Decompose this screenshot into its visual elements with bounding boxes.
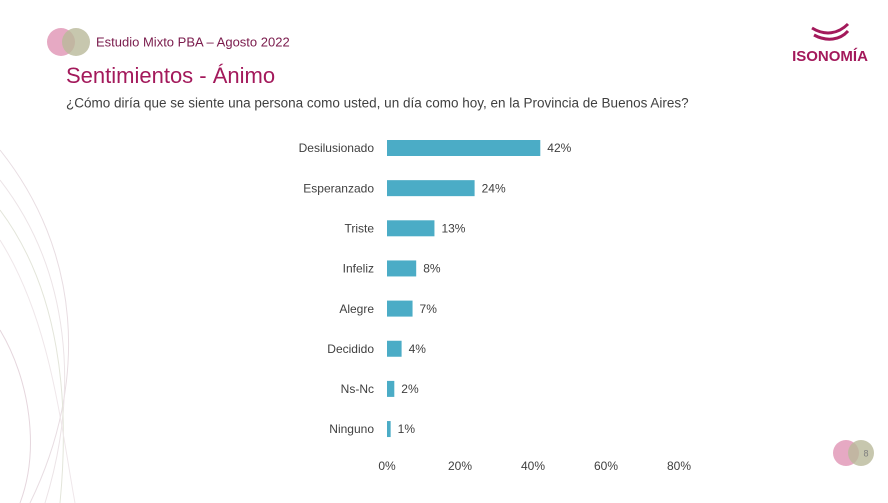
y-tick-label: Decidido — [327, 342, 374, 356]
y-tick-label: Desilusionado — [299, 141, 375, 155]
value-label: 13% — [441, 221, 465, 235]
value-label: 42% — [547, 141, 571, 155]
y-tick-label: Alegre — [339, 302, 374, 316]
y-tick-label: Ninguno — [329, 422, 374, 436]
y-tick-label: Triste — [344, 221, 374, 235]
background-swirl — [0, 149, 76, 503]
value-label: 24% — [482, 181, 506, 195]
value-label: 1% — [398, 422, 416, 436]
value-label: 4% — [409, 342, 427, 356]
x-tick-label: 20% — [448, 459, 472, 473]
bar — [387, 380, 395, 397]
bar — [387, 180, 475, 197]
y-tick-label: Ns-Nc — [341, 382, 374, 396]
x-tick-label: 0% — [378, 459, 396, 473]
bar — [387, 340, 402, 357]
bar — [387, 421, 391, 438]
x-tick-label: 80% — [667, 459, 691, 473]
chart-subtitle: ¿Cómo diría que se siente una persona co… — [66, 96, 689, 111]
y-tick-label: Esperanzado — [303, 181, 374, 195]
logo-mark — [811, 22, 850, 41]
bar — [387, 220, 435, 237]
value-label: 7% — [420, 302, 438, 316]
value-label: 2% — [401, 382, 419, 396]
x-tick-label: 60% — [594, 459, 618, 473]
logo-text: ISONOMÍA — [792, 48, 868, 65]
bar — [387, 300, 413, 317]
header-circle-olive — [62, 28, 90, 56]
bar — [387, 260, 417, 277]
value-label: 8% — [423, 262, 441, 276]
page-number: 8 — [863, 448, 868, 458]
study-label: Estudio Mixto PBA – Agosto 2022 — [96, 34, 290, 49]
y-tick-label: Infeliz — [343, 262, 374, 276]
chart-title: Sentimientos - Ánimo — [66, 63, 275, 88]
bar — [387, 140, 541, 156]
x-tick-label: 40% — [521, 459, 545, 473]
page-circle-olive — [848, 440, 874, 466]
